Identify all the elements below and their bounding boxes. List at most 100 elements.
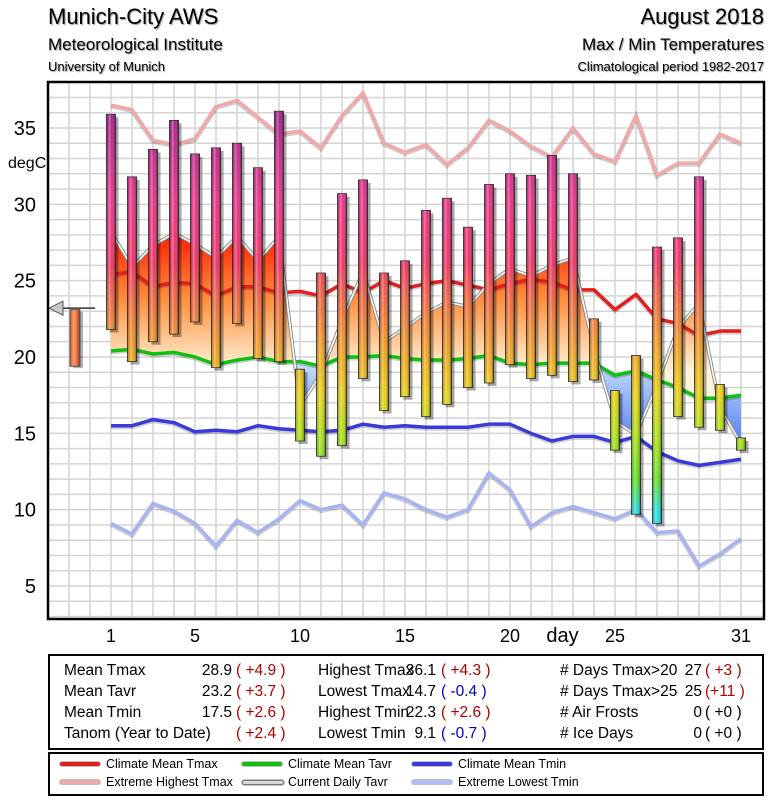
bar-highlight bbox=[148, 149, 158, 342]
stat-label: Lowest Tmax bbox=[318, 683, 410, 700]
bar-highlight bbox=[316, 273, 326, 457]
stat-label: Highest Tmax bbox=[318, 662, 414, 679]
bar-highlight bbox=[547, 155, 557, 376]
y-tick-label: 20 bbox=[14, 347, 36, 369]
bar-highlight bbox=[715, 384, 725, 431]
x-axis-ticks: 1 5 10 15 20 day 25 31 bbox=[106, 625, 751, 647]
y-tick-label: 25 bbox=[14, 271, 36, 293]
y-axis-ticks: 5 10 15 20 25 30 35 bbox=[14, 118, 36, 598]
legend-label: Climate Mean Tmin bbox=[458, 757, 567, 771]
institute-name: Meteorological Institute bbox=[48, 35, 223, 54]
y-tick-label: 5 bbox=[25, 576, 36, 598]
bar-highlight bbox=[379, 273, 389, 411]
x-tick-label: 20 bbox=[500, 626, 520, 646]
y-tick-label: 35 bbox=[14, 118, 36, 140]
plot-frame bbox=[46, 80, 766, 621]
stat-label: Highest Tmin bbox=[318, 704, 410, 721]
x-tick-label: 15 bbox=[395, 626, 415, 646]
stat-value: 27 bbox=[684, 662, 702, 679]
stat-label: # Ice Days bbox=[560, 725, 634, 742]
legend-label: Climate Mean Tavr bbox=[288, 757, 392, 771]
daily-range-bars bbox=[106, 110, 749, 527]
warm-anomaly-area bbox=[195, 244, 216, 365]
mean-tavr-indicator bbox=[47, 300, 95, 369]
stat-anomaly: ( +2.6 ) bbox=[236, 704, 286, 721]
station-title: Munich-City AWS bbox=[48, 4, 219, 29]
warm-anomaly-area bbox=[510, 268, 531, 365]
bar-highlight bbox=[358, 179, 368, 379]
warm-anomaly-area bbox=[258, 236, 279, 362]
y-axis-label: degC bbox=[8, 155, 46, 172]
stat-label: # Days Tmax>20 bbox=[560, 662, 678, 679]
legend-swatch bbox=[412, 780, 452, 784]
bar-highlight bbox=[526, 175, 536, 379]
stat-anomaly: ( +3 ) bbox=[705, 662, 742, 679]
stat-anomaly: ( +2.4 ) bbox=[236, 725, 286, 742]
warm-anomaly-area bbox=[342, 271, 363, 357]
stat-anomaly: ( +0 ) bbox=[705, 725, 742, 742]
stat-label: # Air Frosts bbox=[560, 704, 639, 721]
legend-swatch bbox=[60, 780, 100, 784]
stat-value: 14.7 bbox=[405, 683, 436, 700]
legend-label: Climate Mean Tmax bbox=[106, 757, 218, 771]
bar-highlight bbox=[610, 390, 620, 451]
legend-label: Extreme Highest Tmax bbox=[106, 775, 233, 789]
y-tick-label: 15 bbox=[14, 423, 36, 445]
bar-highlight bbox=[232, 143, 242, 324]
climatological-period: Climatological period 1982-2017 bbox=[577, 59, 764, 74]
stat-label: Mean Tmin bbox=[64, 704, 142, 721]
stat-anomaly: ( +4.3 ) bbox=[441, 662, 491, 679]
x-axis-label: day bbox=[546, 625, 578, 647]
stat-label: Mean Tmax bbox=[64, 662, 146, 679]
university-name: University of Munich bbox=[48, 59, 166, 74]
bar-highlight bbox=[463, 227, 473, 388]
bar-highlight bbox=[736, 437, 746, 451]
bar-highlight bbox=[694, 176, 704, 428]
warm-anomaly-area bbox=[531, 265, 552, 365]
bar-highlight bbox=[127, 176, 137, 362]
statistics-table: Mean Tmax 28.9( +4.9 ) Mean Tavr 23.2( +3.7… bbox=[48, 654, 764, 750]
bar-highlight bbox=[484, 184, 494, 383]
x-tick-label: 10 bbox=[290, 626, 310, 646]
chart-subtitle: Max / Min Temperatures bbox=[581, 35, 764, 54]
stat-label: Tanom (Year to Date) bbox=[64, 725, 211, 742]
x-tick-label: 5 bbox=[190, 626, 200, 646]
y-tick-label: 30 bbox=[14, 194, 36, 216]
bar-highlight bbox=[295, 369, 305, 441]
warm-anomaly-area bbox=[111, 231, 132, 351]
legend-swatch bbox=[412, 762, 452, 766]
bar-highlight bbox=[253, 167, 263, 359]
stat-value: 22.3 bbox=[405, 704, 436, 721]
bar-highlight bbox=[442, 198, 452, 405]
warm-anomaly-area bbox=[153, 233, 174, 354]
indicator-bar bbox=[69, 309, 81, 367]
stat-label: # Days Tmax>25 bbox=[560, 683, 678, 700]
stat-anomaly: (+11 ) bbox=[705, 683, 745, 700]
bar-highlight bbox=[337, 193, 347, 446]
bar-highlight bbox=[652, 247, 662, 524]
stat-value: 36.1 bbox=[405, 662, 436, 679]
legend-swatch bbox=[242, 780, 284, 785]
bar-highlight bbox=[421, 210, 431, 417]
y-tick-label: 10 bbox=[14, 500, 36, 522]
stat-value: 23.2 bbox=[201, 683, 232, 700]
bar-highlight bbox=[505, 173, 515, 365]
bar-highlight bbox=[106, 114, 116, 330]
legend-label: Extreme Lowest Tmin bbox=[458, 775, 579, 789]
month-title: August 2018 bbox=[640, 4, 764, 29]
bar-highlight bbox=[631, 355, 641, 515]
bar-highlight bbox=[400, 260, 410, 397]
bar-highlight bbox=[274, 111, 284, 362]
x-tick-label: 31 bbox=[731, 626, 751, 646]
legend-swatch bbox=[60, 762, 100, 766]
stat-anomaly: ( +2.6 ) bbox=[441, 704, 491, 721]
stat-value: 0 bbox=[693, 704, 702, 721]
stat-label: Mean Tavr bbox=[64, 683, 137, 700]
warm-anomaly-area bbox=[447, 302, 468, 361]
stat-anomaly: ( +4.9 ) bbox=[236, 662, 286, 679]
cold-anomaly-area bbox=[615, 370, 636, 435]
stat-value: 0 bbox=[693, 725, 702, 742]
bar-highlight bbox=[589, 318, 599, 380]
warm-anomaly-area bbox=[237, 236, 258, 361]
warm-anomaly-area bbox=[216, 236, 237, 365]
